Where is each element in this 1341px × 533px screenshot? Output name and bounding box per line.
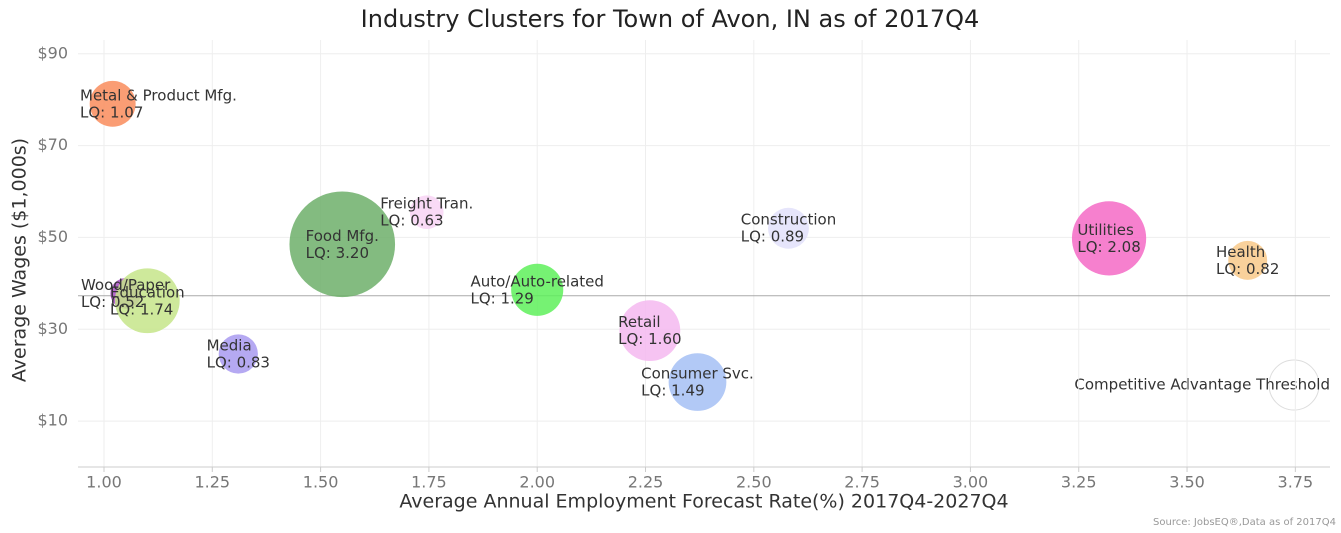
bubble — [114, 268, 180, 334]
bubble-lq: LQ: 0.89 — [741, 228, 804, 246]
y-tick-label: $10 — [37, 411, 68, 430]
bubble-lq: LQ: 2.08 — [1077, 238, 1140, 256]
bubble — [1071, 201, 1147, 276]
x-tick-label: 3.25 — [1061, 473, 1097, 492]
chart-title: Industry Clusters for Town of Avon, IN a… — [361, 5, 980, 33]
bubble-name: Consumer Svc. — [641, 365, 754, 383]
bubble-name: Wood/Paper — [81, 276, 171, 294]
x-tick-label: 1.75 — [411, 473, 447, 492]
bubble-name: Auto/Auto-related — [470, 272, 603, 290]
x-tick-label: 2.50 — [736, 473, 772, 492]
bubble-name: Freight Tran. — [380, 195, 473, 213]
bubble-lq: LQ: 3.20 — [306, 244, 369, 262]
bubble — [218, 334, 258, 374]
x-tick-label: 1.00 — [86, 473, 122, 492]
bubble-lq: LQ: 1.74 — [110, 300, 173, 318]
bubble — [289, 191, 396, 298]
x-axis-label: Average Annual Employment Forecast Rate(… — [399, 491, 1008, 513]
bubble-lq: LQ: 1.07 — [80, 103, 143, 121]
bubble-lq: LQ: 1.29 — [470, 289, 533, 307]
bubble-name: Media — [207, 337, 252, 355]
bubble-name: Food Mfg. — [306, 227, 379, 245]
bubble-name: Construction — [741, 211, 837, 229]
x-tick-label: 3.75 — [1278, 473, 1314, 492]
y-tick-label: $70 — [37, 135, 68, 154]
bubble-lq: LQ: 0.82 — [1216, 260, 1279, 278]
x-tick-label: 2.25 — [628, 473, 664, 492]
x-tick-label: 3.50 — [1169, 473, 1205, 492]
grid — [78, 40, 1330, 467]
bubble-lq: LQ: 1.60 — [618, 330, 681, 348]
bubble — [409, 195, 444, 229]
bubble — [511, 263, 564, 316]
bubble-lq: LQ: 0.83 — [207, 354, 270, 372]
y-tick-label: $30 — [37, 319, 68, 338]
y-axis-label: Average Wages ($1,000s) — [9, 138, 31, 382]
x-tick-label: 1.50 — [303, 473, 339, 492]
bubble — [1228, 240, 1268, 280]
bubble — [768, 207, 809, 249]
bubble — [619, 300, 681, 362]
bubble-name: Health — [1216, 243, 1265, 261]
bubble-name: Retail — [618, 313, 660, 331]
bubble-name: Utilities — [1077, 221, 1134, 239]
y-tick-label: $50 — [37, 227, 68, 246]
x-tick-label: 1.25 — [194, 473, 230, 492]
x-tick-label: 2.75 — [844, 473, 880, 492]
bubble-lq: LQ: 1.49 — [641, 382, 704, 400]
bubble-name: Education — [110, 283, 185, 301]
x-tick-label: 2.00 — [519, 473, 555, 492]
bubble-lq: LQ: 0.52 — [81, 293, 144, 311]
y-tick-label: $90 — [37, 43, 68, 62]
bubble-lq: LQ: 0.63 — [380, 212, 443, 230]
source: Source: JobsEQ®,Data as of 2017Q4 — [1153, 517, 1336, 528]
threshold-label: Competitive Advantage Threshold — [1074, 376, 1330, 394]
bubble — [89, 80, 136, 127]
x-tick-label: 3.00 — [953, 473, 989, 492]
bubble — [668, 353, 727, 411]
bubble-name: Metal & Product Mfg. — [80, 86, 237, 104]
threshold-marker — [1268, 359, 1320, 411]
